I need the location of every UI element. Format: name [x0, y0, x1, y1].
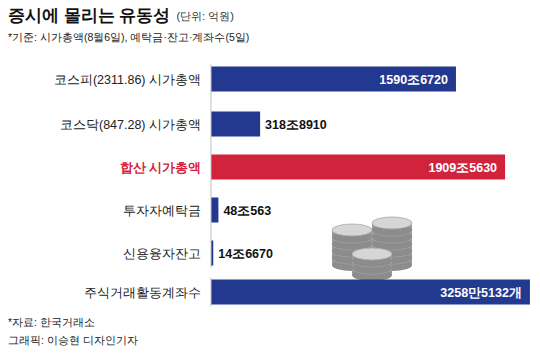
coin-face [372, 217, 412, 229]
labels: 코스피(2311.86) 시가총액 1590조6720 코스닥(847.28) 시가… [54, 73, 497, 261]
bars [211, 280, 530, 305]
category-label: 코스피(2311.86) 시가총액 [54, 73, 201, 87]
background [0, 0, 540, 354]
coin-face [352, 248, 392, 260]
labels: 주식거래활동계좌수 3258만5132개 [84, 286, 522, 300]
data-label: 318조8910 [265, 118, 327, 132]
bar [211, 112, 260, 137]
data-label: 1909조5630 [428, 161, 497, 175]
source: *자료: 한국거래소 [8, 316, 95, 328]
note: *기준: 시가총액(8월6일), 예탁금·잔고·계좌수(5일) [8, 31, 249, 43]
bar [211, 155, 505, 180]
bars [211, 67, 505, 266]
bar [211, 280, 530, 305]
bar [211, 198, 218, 223]
category-label: 주식거래활동계좌수 [84, 286, 201, 300]
coin-decoration [332, 217, 412, 281]
data-label: 14조6670 [218, 247, 273, 261]
data-label: 1590조6720 [379, 73, 448, 87]
chart-root: 증시에 몰리는 유동성 (단위: 억원) *기준: 시가총액(8월6일), 예탁금·… [0, 0, 540, 354]
subtitle: (단위: 억원) [176, 10, 233, 22]
axis-line [211, 65, 212, 268]
credit: 그래픽: 이승현 디자인기자 [8, 334, 138, 346]
category-label: 코스닥(847.28) 시가총액 [60, 118, 201, 132]
category-label: 신용융자잔고 [123, 247, 201, 261]
category-label: 투자자예탁금 [123, 204, 201, 218]
category-label: 합산 시가총액 [120, 161, 201, 175]
bar [211, 67, 456, 92]
title: 증시에 몰리는 유동성 [8, 6, 170, 25]
data-label: 3258만5132개 [440, 286, 522, 300]
axis-line [211, 278, 212, 307]
coin-face [332, 224, 372, 236]
data-label: 48조563 [223, 204, 271, 218]
